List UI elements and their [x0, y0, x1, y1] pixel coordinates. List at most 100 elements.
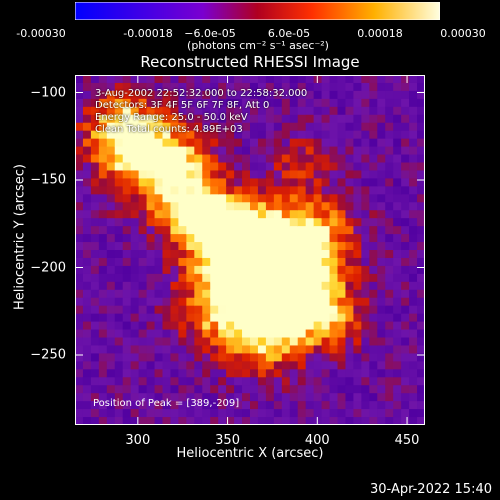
heatmap-cell [202, 186, 211, 195]
heatmap-cell [154, 178, 164, 187]
heatmap-cell [138, 90, 148, 100]
heatmap-cell [393, 250, 402, 259]
heatmap-cell [234, 329, 243, 339]
heatmap-cell [202, 250, 211, 259]
heatmap-cell [265, 114, 275, 124]
heatmap-cell [106, 353, 116, 362]
heatmap-cell [146, 289, 156, 299]
heatmap-cell [337, 202, 347, 211]
heatmap-cell [321, 194, 331, 203]
heatmap-cell [178, 226, 187, 235]
heatmap-cell [75, 106, 84, 116]
heatmap-cell [178, 218, 187, 227]
heatmap-cell [138, 265, 148, 275]
heatmap-cell [226, 178, 235, 187]
heatmap-cell [114, 417, 124, 425]
heatmap-cell [265, 257, 275, 267]
heatmap-cell [114, 393, 124, 402]
heatmap-cell [353, 138, 362, 148]
heatmap-cell [242, 146, 251, 156]
heatmap-cell [250, 321, 259, 331]
heatmap-cell [75, 202, 84, 211]
heatmap-cell [82, 385, 92, 394]
heatmap-cell [361, 194, 370, 203]
heatmap-cell [178, 361, 187, 370]
heatmap-cell [106, 210, 116, 219]
heatmap-cell [289, 210, 299, 219]
heatmap-cell [226, 377, 235, 386]
heatmap-cell [106, 305, 116, 315]
heatmap-cell [162, 226, 172, 235]
heatmap-cell [377, 377, 386, 386]
heatmap-cell [218, 385, 227, 394]
heatmap-cell [265, 409, 275, 418]
heatmap-cell [98, 417, 108, 425]
heatmap-cell [170, 114, 180, 124]
heatmap-cell [242, 234, 251, 243]
heatmap-cell [226, 146, 235, 156]
heatmap-cell [210, 146, 219, 156]
heatmap-cell [170, 361, 180, 370]
heatmap-cell [242, 82, 251, 92]
heatmap-cell [210, 289, 219, 299]
heatmap-cell [385, 345, 394, 355]
heatmap-cell [353, 353, 362, 362]
heatmap-cell [297, 202, 307, 211]
heatmap-cell [265, 242, 275, 251]
heatmap-cell [82, 106, 92, 116]
heatmap-cell [329, 194, 339, 203]
heatmap-cell [401, 194, 410, 203]
heatmap-cell [90, 385, 100, 394]
heatmap-cell [242, 257, 251, 267]
heatmap-cell [138, 321, 148, 331]
heatmap-cell [75, 242, 84, 251]
heatmap-cell [82, 297, 92, 307]
heatmap-cell [218, 313, 227, 323]
heatmap-cell [281, 289, 291, 299]
heatmap-cell [417, 353, 425, 362]
heatmap-cell [353, 281, 362, 291]
heatmap-cell [218, 401, 227, 410]
heatmap-cell [377, 353, 386, 362]
heatmap-cell [329, 281, 339, 291]
heatmap-cell [162, 242, 172, 251]
heatmap-cell [178, 393, 187, 402]
heatmap-cell [265, 393, 275, 402]
heatmap-cell [250, 146, 259, 156]
heatmap-cell [393, 130, 402, 140]
heatmap-cell [273, 138, 283, 148]
heatmap-cell [226, 353, 235, 362]
heatmap-cell [401, 170, 410, 180]
heatmap-cell [122, 305, 132, 315]
heatmap-cell [218, 242, 227, 251]
heatmap-cell [313, 146, 323, 156]
heatmap-cell [305, 106, 315, 116]
heatmap-cell [186, 75, 195, 84]
heatmap-cell [162, 218, 172, 227]
heatmap-cell [305, 226, 315, 235]
heatmap-cell [369, 82, 378, 92]
heatmap-cell [409, 242, 418, 251]
heatmap-cell [321, 130, 331, 140]
heatmap-cell [114, 345, 124, 355]
heatmap-cell [242, 393, 251, 402]
heatmap-cell [377, 106, 386, 116]
heatmap-cell [393, 401, 402, 410]
heatmap-cell [250, 297, 259, 307]
heatmap-cell [369, 242, 378, 251]
heatmap-cell [353, 178, 362, 187]
heatmap-cell [202, 242, 211, 251]
heatmap-cell [273, 289, 283, 299]
heatmap-cell [345, 106, 355, 116]
heatmap-cell [401, 154, 410, 164]
heatmap-cell [130, 178, 140, 187]
heatmap-cell [273, 401, 283, 410]
heatmap-cell [194, 202, 203, 211]
heatmap-cell [257, 90, 267, 100]
heatmap-cell [82, 82, 92, 92]
heatmap-cell [186, 289, 195, 299]
heatmap-cell [281, 162, 291, 172]
heatmap-cell [393, 146, 402, 156]
heatmap-cell [377, 265, 386, 275]
heatmap-cell [194, 162, 203, 172]
